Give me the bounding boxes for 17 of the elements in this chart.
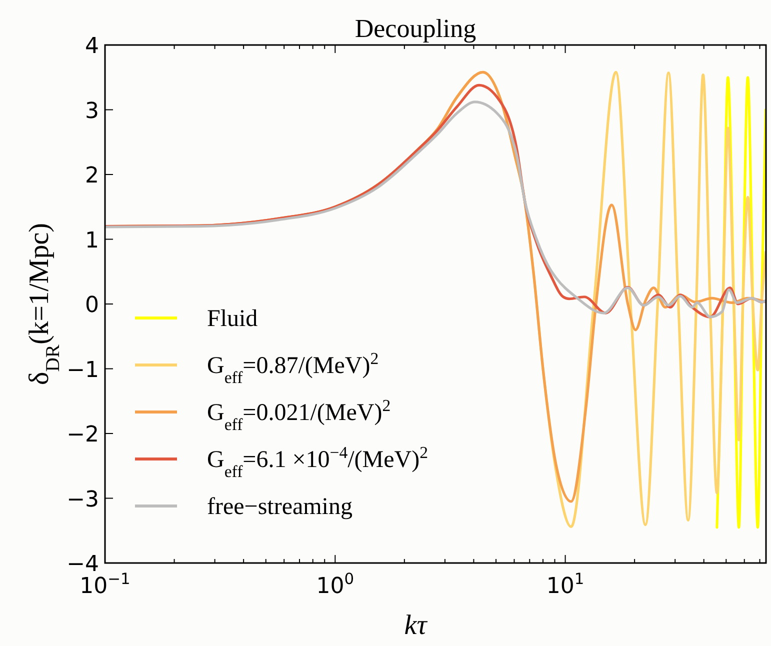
y-tick-label: 3 [85,98,99,124]
y-tick-label: 4 [85,34,99,59]
legend-label: Fluid [207,306,258,332]
legend-label: free−streaming [207,494,352,520]
x-axis-title: kτ [404,610,428,641]
y-tick-label: −2 [66,422,99,448]
x-tick-label: 10$^{1}$ [546,570,584,599]
y-tick-label: −3 [66,487,99,512]
legend-label: G$_{eff}$=6.1 ×10$^{−4}$/(MeV)$^{2}$ [207,442,428,480]
y-tick-label: 2 [85,164,99,188]
y-tick-label: 0 [85,293,99,318]
y-tick-label: 1 [85,228,99,254]
chart-title: Decoupling [354,14,476,43]
y-tick-label: −1 [66,358,99,383]
legend-label: G$_{eff}$=0.87/(MeV)$^{2}$ [207,348,379,386]
legend-label: G$_{eff}$=0.021/(MeV)$^{2}$ [207,396,391,434]
x-tick-label: 10$^{0}$ [316,570,354,599]
